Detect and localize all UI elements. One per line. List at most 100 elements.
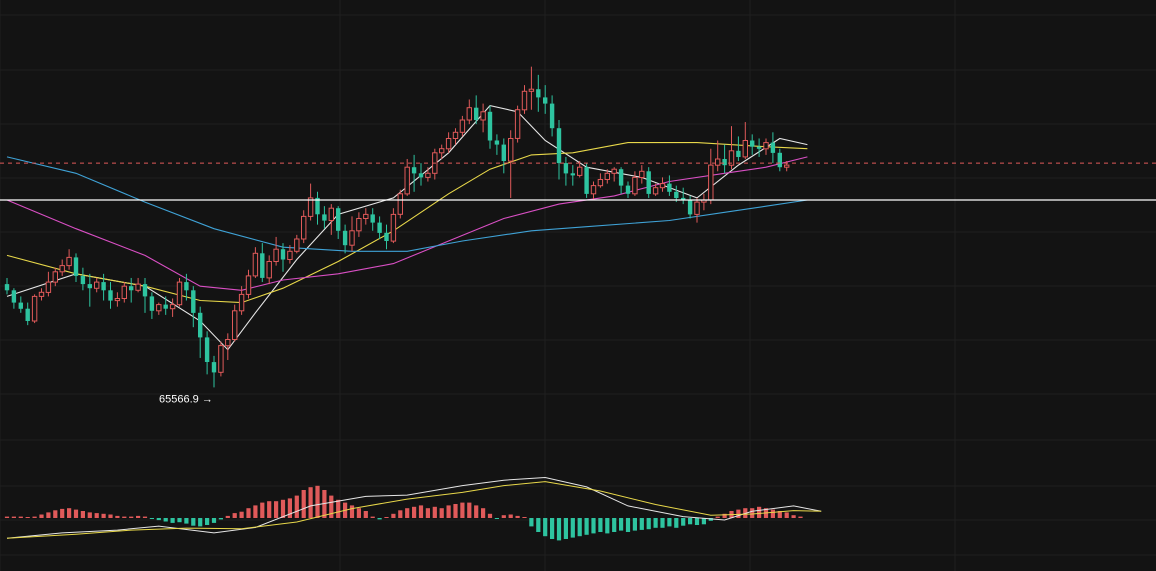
candle-body-down (211, 362, 217, 373)
candle-body-down (563, 163, 569, 174)
candle-body-up (52, 271, 58, 283)
macd-histogram-bar (115, 515, 120, 518)
macd-histogram-bar (715, 516, 720, 518)
candle-body-up (363, 213, 369, 219)
macd-histogram-bar (129, 516, 134, 518)
macd-histogram-bar (405, 508, 410, 518)
macd-histogram-bar (563, 518, 568, 539)
candle-body-up (577, 166, 583, 176)
macd-histogram-bar (550, 518, 555, 539)
macd-histogram-bar (11, 516, 16, 518)
macd-histogram-bar (784, 512, 789, 518)
macd-histogram-bar (536, 518, 541, 532)
macd-histogram-bar (32, 516, 37, 518)
macd-histogram-bar (412, 506, 417, 518)
macd-histogram-bar (142, 516, 148, 518)
macd-histogram-bar (591, 518, 596, 534)
macd-histogram-bar (750, 508, 755, 518)
macd-histogram-bar (798, 516, 803, 518)
candle-body-up (273, 248, 279, 262)
candle-body-down (80, 275, 86, 285)
candle-body-down (11, 290, 17, 303)
candle-body-up (232, 310, 238, 340)
macd-histogram-bar (218, 518, 223, 520)
candle-body-down (315, 197, 320, 215)
macd-histogram-bar (439, 508, 444, 518)
candle-body-down (549, 103, 555, 129)
candle-body-up (514, 109, 521, 139)
candle-body-up (328, 207, 335, 221)
macd-histogram-bar (239, 511, 244, 518)
candle-body-down (142, 284, 148, 297)
macd-histogram-bar (315, 485, 320, 518)
candle-body-down (770, 142, 776, 153)
macd-histogram-bar (280, 499, 286, 518)
macd-dea-line (6, 481, 822, 539)
macd-histogram-bar (667, 518, 672, 527)
macd-histogram-bar (425, 508, 430, 518)
macd-histogram-bar (122, 516, 127, 518)
candle-body-down (674, 191, 679, 198)
moving-average-line (6, 156, 808, 252)
macd-histogram-bar (736, 509, 741, 518)
candle-body-down (667, 183, 672, 192)
candle-body-down (163, 304, 168, 309)
macd-histogram-bar (101, 513, 106, 518)
macd-dif-line (6, 476, 822, 539)
candle-body-up (252, 252, 259, 277)
candle-body-down (487, 111, 493, 141)
macd-histogram-bar (18, 516, 23, 518)
macd-histogram-bar (267, 501, 272, 518)
macd-histogram-bar (446, 505, 451, 518)
macd-histogram-bar (73, 509, 79, 518)
macd-histogram-bar (80, 511, 85, 518)
candle-body-down (280, 249, 286, 260)
candle-body-up (176, 281, 183, 306)
candle-body-down (73, 257, 79, 276)
candle-body-down (370, 214, 375, 223)
macd-histogram-bar (94, 513, 99, 518)
macd-histogram-bar (570, 518, 575, 538)
candle-body-down (184, 282, 189, 291)
candle-body-down (556, 128, 562, 164)
candle-body-up (480, 111, 486, 121)
candle-body-up (307, 197, 314, 217)
macd-histogram-bar (543, 518, 548, 537)
macd-histogram-bar (384, 517, 389, 518)
macd-histogram-bar (156, 518, 161, 521)
macd-histogram-bar (646, 518, 651, 530)
candle-body-down (618, 169, 624, 186)
macd-histogram-bar (418, 505, 424, 518)
candle-body-up (114, 298, 121, 302)
candle-body-up (742, 140, 748, 158)
candle-body-up (404, 166, 410, 195)
candle-body-down (418, 173, 424, 178)
candle-body-down (25, 308, 30, 321)
candle-body-down (204, 337, 210, 362)
candle-body-up (659, 183, 666, 189)
reference-lines (0, 162, 1156, 201)
macd-histogram-bar (356, 508, 361, 518)
candle-body-up (390, 213, 397, 242)
candle-body-up (218, 345, 224, 373)
candle-body-down (18, 302, 23, 309)
candle-body-up (632, 176, 638, 195)
candle-body-down (736, 150, 741, 157)
candle-body-up (521, 90, 528, 111)
candle-body-down (260, 253, 265, 278)
candle-body-up (452, 131, 459, 140)
candles (4, 66, 790, 388)
candle-body-up (604, 172, 610, 181)
macd-histogram-bar (791, 515, 796, 518)
candle-body-up (397, 193, 404, 215)
macd-histogram-bar (246, 508, 251, 518)
candle-body-down (4, 284, 10, 291)
candle-body-down (681, 197, 686, 200)
candle-body-up (38, 291, 45, 297)
macd-histogram-bar (556, 518, 562, 541)
candle-body-up (708, 164, 714, 201)
macd-histogram-bar (584, 518, 589, 535)
macd-histogram-bar (177, 518, 182, 523)
macd-histogram-bar (108, 514, 113, 518)
